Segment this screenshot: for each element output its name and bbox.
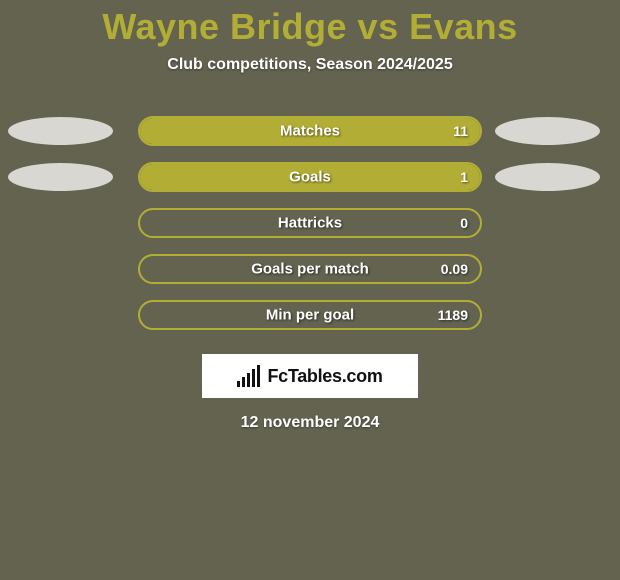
- right-ellipse: [495, 163, 600, 191]
- stat-bar: Goals per match 0.09: [138, 254, 482, 284]
- stat-row: Hattricks 0: [0, 208, 620, 238]
- stat-bar-label: Matches: [280, 123, 340, 140]
- stat-bar-value: 1189: [438, 307, 468, 323]
- barchart-icon: [237, 365, 263, 387]
- stat-bar: Hattricks 0: [138, 208, 482, 238]
- stat-row: Goals per match 0.09: [0, 254, 620, 284]
- stat-bar-label: Min per goal: [266, 307, 354, 324]
- stat-bar-value: 0: [460, 215, 468, 231]
- logo-prefix: Fc: [267, 366, 287, 386]
- left-ellipse: [8, 117, 113, 145]
- logo-box: FcTables.com: [202, 354, 418, 398]
- logo-suffix: .com: [342, 366, 383, 386]
- stat-bar: Matches 11: [138, 116, 482, 146]
- logo-bold: Tables: [288, 366, 342, 386]
- stat-rows: Matches 11 Goals 1 Hattricks 0 Goals per match…: [0, 116, 620, 330]
- left-ellipse: [8, 163, 113, 191]
- page-title: Wayne Bridge vs Evans: [102, 6, 517, 48]
- stat-bar-label: Goals: [289, 169, 331, 186]
- stat-bar-value: 11: [453, 123, 468, 139]
- right-ellipse: [495, 117, 600, 145]
- stat-bar: Min per goal 1189: [138, 300, 482, 330]
- logo-text: FcTables.com: [267, 366, 382, 387]
- stat-bar: Goals 1: [138, 162, 482, 192]
- content-wrap: Wayne Bridge vs Evans Club competitions,…: [0, 0, 620, 580]
- stat-row: Goals 1: [0, 162, 620, 192]
- date-text: 12 november 2024: [241, 414, 380, 432]
- stat-bar-label: Hattricks: [278, 215, 342, 232]
- stat-bar-value: 1: [460, 169, 468, 185]
- stat-row: Matches 11: [0, 116, 620, 146]
- stat-bar-label: Goals per match: [251, 261, 369, 278]
- stat-row: Min per goal 1189: [0, 300, 620, 330]
- stat-bar-value: 0.09: [441, 261, 468, 277]
- subtitle: Club competitions, Season 2024/2025: [167, 56, 452, 74]
